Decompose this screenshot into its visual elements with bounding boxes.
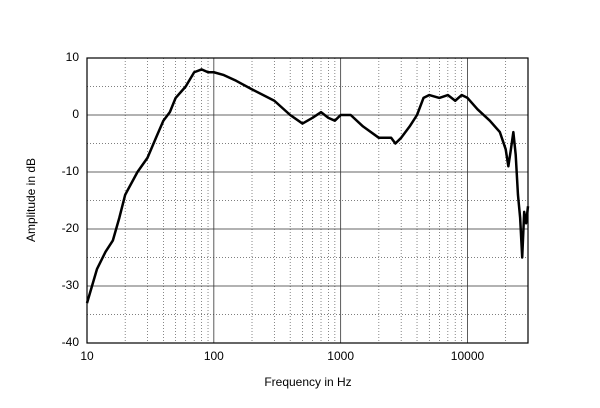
x-tick-label: 1000 [327, 349, 354, 363]
y-tick-label: -30 [62, 278, 80, 292]
y-tick-label: -20 [62, 221, 80, 235]
x-tick-label: 100 [204, 349, 224, 363]
y-tick-label: -40 [62, 335, 80, 349]
response-line [85, 68, 530, 304]
x-axis-title: Frequency in Hz [264, 375, 351, 389]
y-tick-label: 10 [66, 50, 80, 64]
plot-frame [86, 57, 529, 344]
x-tick-label: 10000 [451, 349, 485, 363]
y-axis-title: Amplitude in dB [24, 158, 38, 242]
y-tick-label: -10 [62, 164, 80, 178]
x-tick-label: 10 [80, 349, 94, 363]
y-tick-label: 0 [72, 107, 79, 121]
